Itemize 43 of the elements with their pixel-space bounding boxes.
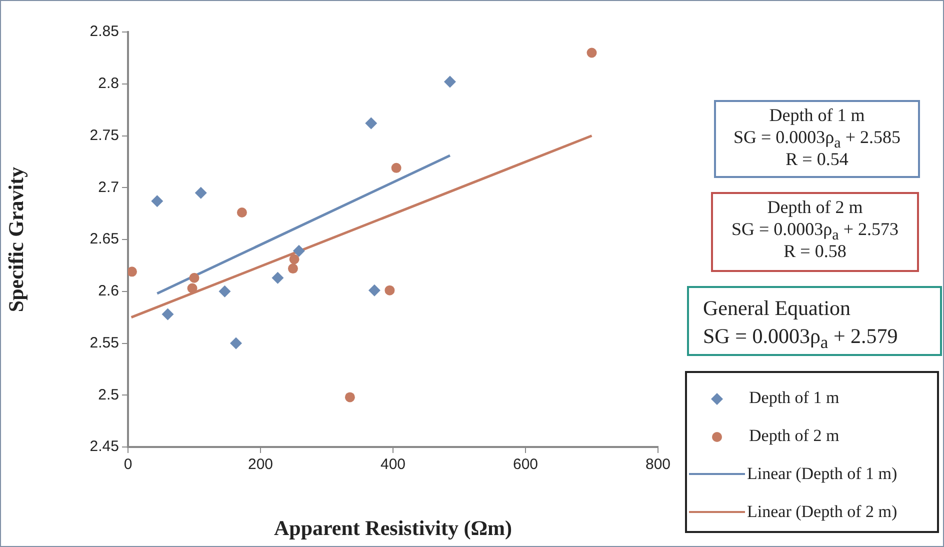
legend-label: Depth of 1 m bbox=[749, 388, 840, 408]
text: General Equation SG = 0.0003ρ$_{a}$ + 2.579 bbox=[687, 286, 942, 356]
legend-label: Linear (Depth of 2 m) bbox=[747, 502, 898, 522]
point bbox=[292, 244, 305, 257]
point bbox=[365, 117, 378, 130]
text: Depth of 1 m SG = 0.0003ρ$_{a}$ + 2.585 R = 0.54 bbox=[714, 100, 920, 178]
point bbox=[128, 266, 137, 277]
y-tick-label: 2.45 bbox=[90, 438, 119, 456]
point bbox=[236, 208, 247, 218]
y-tick-label: 2.8 bbox=[98, 75, 119, 92]
y-axis-title: Specific Gravity bbox=[4, 166, 28, 312]
text: Depth of 2 m SG = 0.0003ρ$_{a}$ + 2.573 R = 0.58 bbox=[711, 192, 919, 272]
point bbox=[444, 76, 456, 88]
legend-label: Linear (Depth of 1 m) bbox=[747, 464, 898, 484]
y-tick-label: 2.65 bbox=[90, 230, 119, 248]
legend-label: Depth of 2 m bbox=[749, 426, 840, 446]
point bbox=[384, 285, 395, 296]
point bbox=[162, 308, 174, 320]
y-tick-label: 2.75 bbox=[90, 126, 119, 144]
point bbox=[391, 162, 402, 173]
point bbox=[187, 283, 198, 294]
point bbox=[194, 186, 207, 199]
y-tick-label: 2.6 bbox=[98, 282, 119, 300]
point bbox=[368, 284, 380, 296]
point bbox=[344, 392, 355, 402]
y-tick-label: 2.5 bbox=[98, 386, 119, 404]
x-tick-label: 600 bbox=[512, 456, 538, 474]
y-tick-label: 2.55 bbox=[90, 334, 119, 352]
point bbox=[230, 337, 242, 350]
point bbox=[288, 264, 298, 274]
x-tick-label: 0 bbox=[124, 456, 132, 474]
point bbox=[272, 272, 284, 284]
x-tick-label: 400 bbox=[380, 456, 406, 474]
point bbox=[189, 272, 200, 283]
point bbox=[586, 48, 597, 58]
y-tick-label: 2.85 bbox=[90, 23, 119, 40]
x-tick-label: 200 bbox=[248, 456, 274, 474]
point bbox=[289, 254, 300, 264]
x-axis-title: Apparent Resistivity (Ωm) bbox=[274, 516, 512, 540]
y-tick-label: 2.7 bbox=[98, 178, 119, 196]
point bbox=[218, 285, 231, 298]
point bbox=[151, 195, 164, 208]
x-tick-label: 800 bbox=[645, 456, 671, 474]
